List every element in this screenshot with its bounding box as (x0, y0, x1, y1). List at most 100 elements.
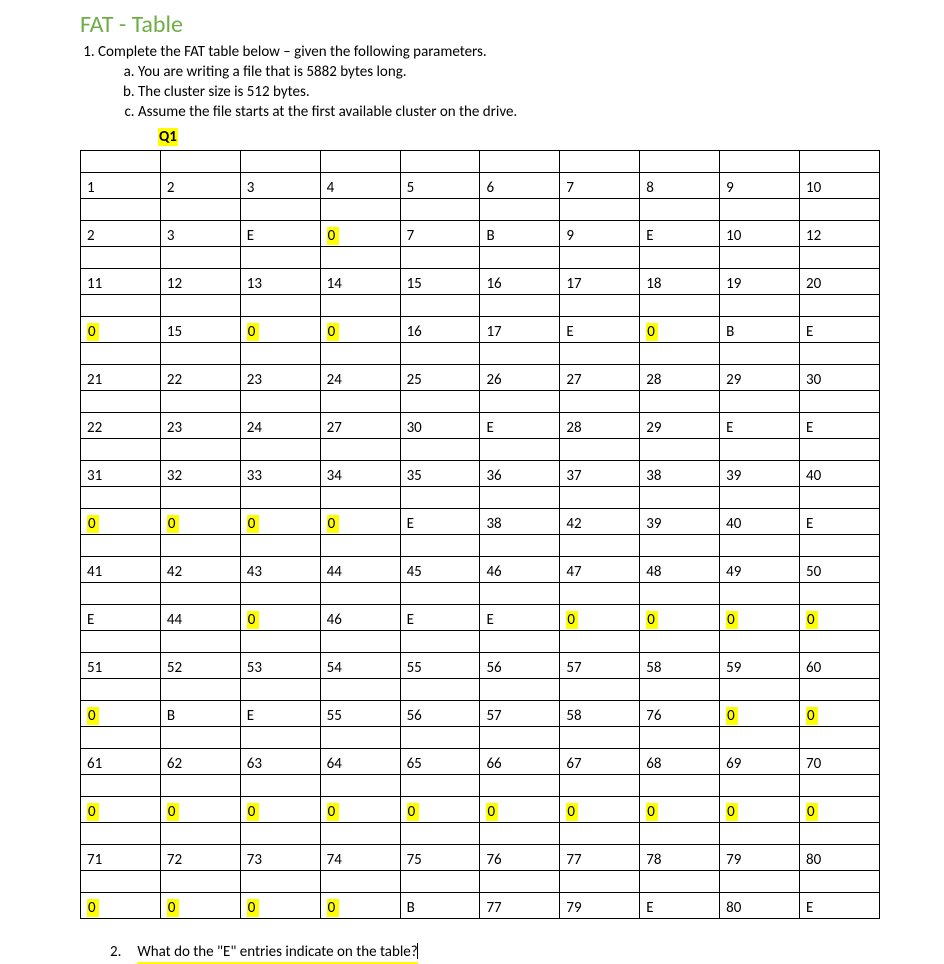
subitem-a: You are writing a file that is 5882 byte… (138, 63, 884, 81)
table-value-cell: 76 (640, 701, 720, 727)
table-spacer-cell (160, 823, 240, 845)
table-value-cell: 0 (560, 605, 640, 631)
question-2-number: 2. (110, 943, 121, 961)
table-value-cell: 0 (400, 797, 480, 823)
table-value-cell: 39 (640, 509, 720, 535)
table-spacer-cell (320, 871, 400, 893)
table-value-cell: 38 (480, 509, 560, 535)
table-spacer-cell (800, 727, 880, 749)
table-index-cell: 9 (720, 173, 800, 199)
table-spacer-cell (800, 631, 880, 653)
table-value-cell: 0 (640, 797, 720, 823)
table-spacer-cell (160, 199, 240, 221)
table-value-cell: 0 (160, 893, 240, 919)
table-value-cell: E (800, 413, 880, 439)
table-value-cell: 2 (81, 221, 161, 247)
table-value-cell: 0 (720, 605, 800, 631)
table-spacer-cell (720, 823, 800, 845)
table-index-cell: 50 (800, 557, 880, 583)
table-value-cell: 0 (81, 797, 161, 823)
table-spacer-cell (480, 439, 560, 461)
table-value-cell: 44 (160, 605, 240, 631)
table-spacer-cell (480, 487, 560, 509)
table-spacer-cell (480, 823, 560, 845)
table-spacer-cell (480, 295, 560, 317)
table-spacer-cell (800, 439, 880, 461)
table-value-cell: 7 (400, 221, 480, 247)
table-value-cell: 0 (160, 797, 240, 823)
table-value-cell: 9 (560, 221, 640, 247)
table-index-cell: 38 (640, 461, 720, 487)
table-spacer-cell (320, 247, 400, 269)
table-spacer-cell (240, 295, 320, 317)
table-value-cell: 55 (320, 701, 400, 727)
table-index-cell: 72 (160, 845, 240, 871)
title-part1: FAT (80, 10, 113, 39)
table-spacer-cell (800, 391, 880, 413)
table-index-cell: 44 (320, 557, 400, 583)
table-spacer-cell (320, 535, 400, 557)
table-index-cell: 26 (480, 365, 560, 391)
table-index-cell: 80 (800, 845, 880, 871)
table-value-cell: 12 (800, 221, 880, 247)
table-spacer-cell (240, 151, 320, 173)
table-value-cell: E (640, 221, 720, 247)
table-index-cell: 13 (240, 269, 320, 295)
table-spacer-cell (560, 487, 640, 509)
table-value-cell: 23 (160, 413, 240, 439)
table-value-cell: E (480, 413, 560, 439)
table-spacer-cell (800, 775, 880, 797)
table-index-cell: 17 (560, 269, 640, 295)
table-value-cell: 28 (560, 413, 640, 439)
table-spacer-cell (160, 439, 240, 461)
table-spacer-cell (400, 727, 480, 749)
table-spacer-cell (560, 727, 640, 749)
table-value-cell: 0 (800, 605, 880, 631)
table-value-cell: E (800, 893, 880, 919)
table-spacer-cell (240, 727, 320, 749)
table-spacer-cell (800, 583, 880, 605)
table-index-cell: 32 (160, 461, 240, 487)
table-spacer-cell (400, 487, 480, 509)
table-value-cell: 0 (240, 509, 320, 535)
table-index-cell: 4 (320, 173, 400, 199)
table-spacer-cell (320, 295, 400, 317)
table-spacer-cell (320, 727, 400, 749)
table-index-cell: 40 (800, 461, 880, 487)
table-index-cell: 79 (720, 845, 800, 871)
table-index-cell: 39 (720, 461, 800, 487)
table-value-cell: 46 (320, 605, 400, 631)
table-spacer-cell (240, 775, 320, 797)
table-value-cell: 0 (320, 509, 400, 535)
table-spacer-cell (720, 535, 800, 557)
table-spacer-cell (240, 679, 320, 701)
text-cursor (417, 943, 418, 959)
table-spacer-cell (320, 439, 400, 461)
table-value-cell: 27 (320, 413, 400, 439)
table-value-cell: 22 (81, 413, 161, 439)
question-1-text: Complete the FAT table below – given the… (98, 43, 487, 61)
table-spacer-cell (320, 823, 400, 845)
table-index-cell: 45 (400, 557, 480, 583)
table-value-cell: E (800, 317, 880, 343)
table-index-cell: 61 (81, 749, 161, 775)
table-spacer-cell (81, 679, 161, 701)
table-spacer-cell (320, 391, 400, 413)
table-spacer-cell (800, 199, 880, 221)
subitem-c-text: Assume the file starts at the first avai… (138, 103, 517, 121)
table-index-cell: 74 (320, 845, 400, 871)
table-spacer-cell (400, 871, 480, 893)
table-index-cell: 37 (560, 461, 640, 487)
table-index-cell: 21 (81, 365, 161, 391)
table-spacer-cell (81, 583, 161, 605)
table-spacer-cell (81, 199, 161, 221)
table-index-cell: 10 (800, 173, 880, 199)
table-value-cell: E (81, 605, 161, 631)
table-spacer-cell (400, 823, 480, 845)
table-index-cell: 63 (240, 749, 320, 775)
table-value-cell: 15 (160, 317, 240, 343)
table-spacer-cell (240, 199, 320, 221)
table-spacer-cell (320, 199, 400, 221)
table-value-cell: 16 (400, 317, 480, 343)
table-spacer-cell (800, 535, 880, 557)
